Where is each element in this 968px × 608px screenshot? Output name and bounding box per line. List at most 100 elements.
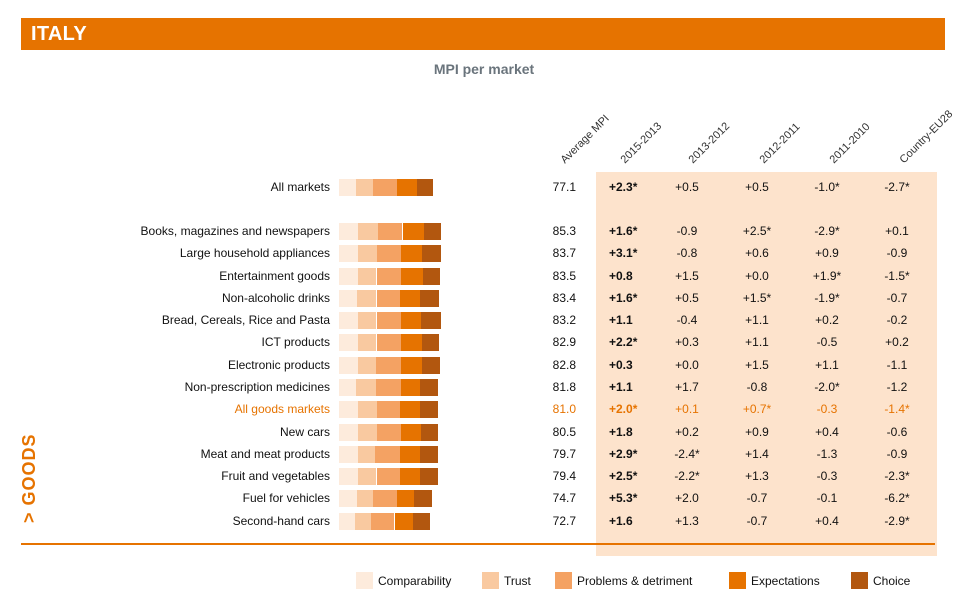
bar-segment-problems-detriment bbox=[376, 334, 401, 351]
bar-segment-trust bbox=[356, 179, 374, 196]
bar-segment-problems-detriment bbox=[376, 268, 401, 285]
change-cell-country-eu28: -2.3* bbox=[884, 469, 910, 483]
bar-segment-choice bbox=[414, 490, 432, 507]
change-cell-2011-2010: -2.0* bbox=[814, 380, 840, 394]
change-cell-2012-2011: +2.5* bbox=[742, 224, 772, 238]
change-cell-country-eu28: -1.2 bbox=[886, 380, 908, 394]
row-label: All goods markets bbox=[234, 402, 330, 416]
change-cell-2012-2011: +0.5 bbox=[745, 180, 769, 194]
bar-segment-comparability bbox=[339, 379, 356, 396]
change-cell-2011-2010: +0.4 bbox=[815, 425, 839, 439]
bar-segment-comparability bbox=[339, 290, 358, 307]
average-mpi-value: 83.7 bbox=[552, 246, 576, 260]
change-cell-2012-2011: +0.0 bbox=[745, 269, 769, 283]
bar-segment-comparability bbox=[339, 513, 356, 530]
column-header-4: 2011-2010 bbox=[827, 120, 873, 166]
bar-segment-problems-detriment bbox=[377, 223, 403, 240]
bar-segment-problems-detriment bbox=[376, 312, 401, 329]
bar-segment-trust bbox=[358, 424, 378, 441]
bar-segment-comparability bbox=[339, 357, 359, 374]
change-cell-2012-2011: +0.6 bbox=[745, 246, 769, 260]
average-mpi-value: 74.7 bbox=[552, 491, 576, 505]
change-cell-2012-2011: +1.4 bbox=[745, 447, 769, 461]
change-cell-2012-2011: +1.3 bbox=[745, 469, 769, 483]
change-cell-2013-2012: +2.0 bbox=[675, 491, 699, 505]
change-cell-country-eu28: -1.5* bbox=[884, 269, 910, 283]
change-cell-2015-2013: +2.5* bbox=[609, 469, 638, 483]
change-cell-2015-2013: +0.3 bbox=[609, 358, 633, 372]
change-cell-country-eu28: -2.9* bbox=[884, 514, 910, 528]
bar-segment-problems-detriment bbox=[373, 490, 398, 507]
change-cell-2015-2013: +3.1* bbox=[609, 246, 638, 260]
goods-section-label: > GOODS bbox=[19, 433, 39, 523]
change-cell-2015-2013: +2.0* bbox=[609, 402, 638, 416]
bottom-rule bbox=[21, 543, 935, 545]
change-cell-2013-2012: -0.8 bbox=[676, 246, 698, 260]
bar-segment-comparability bbox=[339, 490, 358, 507]
change-cell-2015-2013: +0.8 bbox=[609, 269, 633, 283]
change-cell-country-eu28: +0.1 bbox=[885, 224, 909, 238]
bar-segment-comparability bbox=[339, 334, 359, 351]
bar-segment-trust bbox=[358, 312, 377, 329]
change-cell-2013-2012: -0.4 bbox=[676, 313, 698, 327]
change-cell-2012-2011: -0.7 bbox=[746, 491, 768, 505]
change-cell-2015-2013: +2.2* bbox=[609, 335, 638, 349]
bar-segment-trust bbox=[357, 490, 373, 507]
change-cell-2015-2013: +1.6* bbox=[609, 224, 638, 238]
change-cell-country-eu28: -6.2* bbox=[884, 491, 910, 505]
change-cell-country-eu28: -1.1 bbox=[886, 358, 908, 372]
bar-segment-trust bbox=[358, 245, 378, 262]
change-cell-2015-2013: +1.6* bbox=[609, 291, 638, 305]
bar-segment-expectations bbox=[400, 357, 422, 374]
bar-segment-choice bbox=[419, 468, 439, 485]
change-cell-country-eu28: -0.9 bbox=[886, 246, 908, 260]
legend-swatch bbox=[729, 572, 746, 589]
change-cell-2013-2012: +1.3 bbox=[675, 514, 699, 528]
average-mpi-value: 79.4 bbox=[552, 469, 576, 483]
change-cell-2013-2012: +1.5 bbox=[675, 269, 699, 283]
bar-segment-comparability bbox=[339, 245, 359, 262]
average-mpi-value: 81.8 bbox=[552, 380, 576, 394]
bar-segment-expectations bbox=[399, 290, 421, 307]
average-mpi-value: 83.2 bbox=[552, 313, 576, 327]
bar-segment-expectations bbox=[397, 490, 415, 507]
bar-segment-problems-detriment bbox=[370, 513, 395, 530]
change-cell-2011-2010: -0.5 bbox=[816, 335, 838, 349]
legend-swatch bbox=[482, 572, 499, 589]
change-cell-country-eu28: +0.2 bbox=[885, 335, 909, 349]
change-cell-2015-2013: +2.9* bbox=[609, 447, 638, 461]
changes-panel bbox=[596, 172, 937, 556]
bar-segment-trust bbox=[358, 268, 377, 285]
bar-segment-choice bbox=[421, 357, 440, 374]
change-cell-country-eu28: -0.9 bbox=[886, 447, 908, 461]
column-header-3: 2012-2011 bbox=[757, 120, 803, 166]
change-cell-2011-2010: -1.3 bbox=[816, 447, 838, 461]
bar-segment-problems-detriment bbox=[375, 446, 400, 463]
average-mpi-value: 82.8 bbox=[552, 358, 576, 372]
page-title: ITALY bbox=[31, 23, 87, 45]
bar-segment-problems-detriment bbox=[373, 179, 398, 196]
bar-segment-trust bbox=[357, 401, 378, 418]
bar-segment-trust bbox=[358, 357, 376, 374]
bar-segment-trust bbox=[356, 379, 376, 396]
legend-label: Problems & detriment bbox=[577, 574, 693, 588]
change-cell-2011-2010: -2.9* bbox=[814, 224, 840, 238]
bar-segment-choice bbox=[420, 446, 438, 463]
bar-segment-trust bbox=[357, 223, 378, 240]
legend-label: Choice bbox=[873, 574, 911, 588]
change-cell-2013-2012: +0.2 bbox=[675, 425, 699, 439]
change-cell-2012-2011: +1.1 bbox=[745, 335, 769, 349]
column-header-5: Country-EU28 bbox=[897, 108, 956, 166]
legend-label: Expectations bbox=[751, 574, 820, 588]
row-label: Fuel for vehicles bbox=[242, 491, 330, 505]
bar-segment-choice bbox=[423, 223, 442, 240]
bar-segment-expectations bbox=[401, 424, 421, 441]
column-header-1: 2015-2013 bbox=[618, 120, 665, 166]
change-cell-2011-2010: -0.3 bbox=[816, 402, 838, 416]
bar-segment-comparability bbox=[339, 468, 359, 485]
bar-segment-choice bbox=[421, 312, 441, 329]
bar-segment-problems-detriment bbox=[375, 357, 401, 374]
row-label: Second-hand cars bbox=[232, 514, 330, 528]
change-cell-country-eu28: -1.4* bbox=[884, 402, 910, 416]
change-cell-country-eu28: -0.6 bbox=[886, 425, 908, 439]
